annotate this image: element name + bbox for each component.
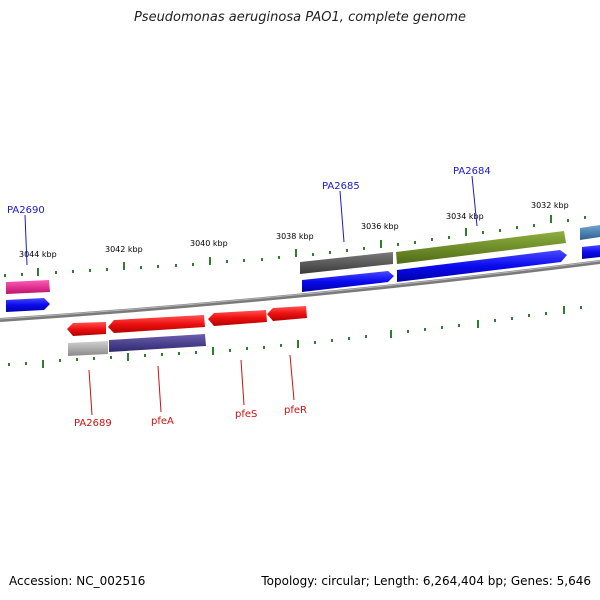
tick-label: 3038 kbp [276,232,314,241]
leader-line [24,214,28,266]
tick-labels: 3044 kbp 3042 kbp 3040 kbp 3038 kbp 3036… [19,201,569,259]
gene-arrow-PA2685 [302,271,394,292]
genome-summary: Topology: circular; Length: 6,264,404 bp… [261,574,591,588]
accession-label: Accession: NC_002516 [9,574,146,588]
tick-label: 3034 kbp [446,212,484,221]
leader-line [471,175,478,227]
gene-arrow-PA2690 [6,298,50,312]
gene-label: PA2684 [453,166,491,177]
gene-feature-pfeA-bottom [109,334,206,352]
gene-feature-PA2685-top [300,252,393,274]
leader-line [88,369,93,416]
gene-label: PA2689 [74,418,112,429]
map-title: Pseudomonas aeruginosa PAO1, complete ge… [133,10,467,25]
gene-feature-PA2689-bottom [68,341,108,356]
gene-labels-bottom: PA2689 pfeA pfeS pfeR [74,354,307,429]
gene-label: pfeR [284,405,307,416]
tick-label: 3044 kbp [19,250,57,259]
gene-label: PA2685 [322,181,360,192]
reverse-strand-features [67,306,307,356]
gene-arrow-pfeR [267,306,307,321]
gene-arrow-PA2689 [67,322,106,336]
gene-label: pfeA [151,416,174,427]
genome-backbone-highlight [0,260,600,320]
tick-label: 3042 kbp [105,245,143,254]
leader-line [157,365,162,413]
gene-feature-PA2690-top [6,280,50,294]
gene-label: PA2690 [7,205,45,216]
gene-label: pfeS [235,409,257,420]
tick-label: 3036 kbp [361,222,399,231]
gene-arrow-PA2684 [397,250,567,282]
gene-arrow-right-edge [582,245,600,259]
tick-label: 3040 kbp [190,239,228,248]
gene-labels-top: PA2690 PA2685 PA2684 [7,166,491,266]
leader-line [240,359,245,406]
genome-backbone [0,260,600,322]
scale-track-bottom [8,306,582,368]
gene-feature-steel-top [580,225,600,240]
gene-arrow-pfeS [208,310,267,326]
leader-line [339,190,345,243]
forward-strand-features [6,225,600,312]
gene-arrow-pfeA [108,315,205,333]
scale-track-top [4,215,586,277]
gene-feature-PA2684-top [396,231,566,264]
tick-label: 3032 kbp [531,201,569,210]
leader-line [289,354,295,401]
